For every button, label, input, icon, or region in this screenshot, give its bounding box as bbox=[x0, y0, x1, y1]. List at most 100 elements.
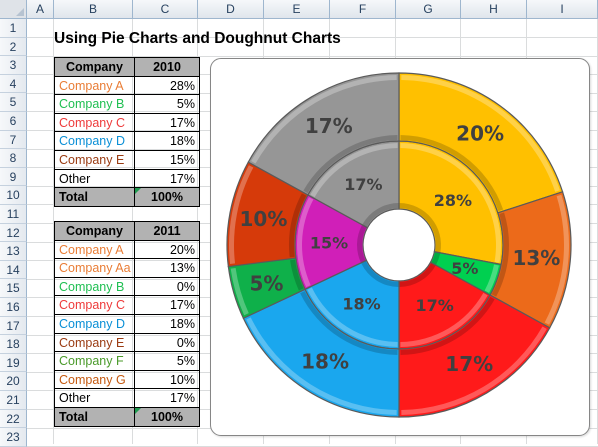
row-header-15[interactable]: 15 bbox=[0, 279, 27, 298]
table-row: Other 17% bbox=[55, 389, 200, 408]
slice-bevel bbox=[544, 194, 569, 325]
slice-shadow bbox=[357, 225, 367, 263]
outer-slice-other[interactable] bbox=[247, 72, 400, 196]
row-header-19[interactable]: 19 bbox=[0, 353, 27, 373]
total-value[interactable]: 100% bbox=[135, 188, 200, 207]
company-cell[interactable]: Other bbox=[55, 169, 135, 189]
table-row: Company B 5% bbox=[55, 95, 200, 114]
row-header-4[interactable]: 4 bbox=[0, 74, 27, 94]
column-header-i[interactable]: I bbox=[527, 0, 598, 19]
total-label[interactable]: Total bbox=[55, 407, 135, 427]
company-cell[interactable]: Company F bbox=[55, 352, 135, 371]
header-year[interactable]: 2011 bbox=[135, 222, 200, 241]
value-cell[interactable]: 20% bbox=[135, 240, 200, 260]
value-cell[interactable]: 5% bbox=[135, 352, 200, 371]
slice-shadow bbox=[399, 203, 441, 253]
slice-shadow bbox=[431, 252, 441, 265]
row-header-13[interactable]: 13 bbox=[0, 242, 27, 261]
doughnut-chart[interactable]: 28% 5% 17% 18% 15% 17% 20% 13% 17% 18% 5% 10% 17% bbox=[210, 58, 590, 436]
header-company[interactable]: Company bbox=[55, 58, 135, 77]
slice-shadow bbox=[289, 193, 307, 258]
row-header-6[interactable]: 6 bbox=[0, 112, 27, 131]
column-header-g[interactable]: G bbox=[396, 0, 461, 19]
slice-shadow bbox=[300, 291, 398, 355]
column-header-e[interactable]: E bbox=[264, 0, 330, 19]
row-header-7[interactable]: 7 bbox=[0, 130, 27, 150]
value-cell[interactable]: 17% bbox=[135, 169, 200, 189]
row-header-17[interactable]: 17 bbox=[0, 316, 27, 336]
data-label: 13% bbox=[512, 246, 560, 270]
row-header-11[interactable]: 11 bbox=[0, 205, 27, 224]
data-label: 5% bbox=[249, 272, 283, 296]
row-header-21[interactable]: 21 bbox=[0, 391, 27, 410]
slice-bevel bbox=[484, 264, 499, 293]
value-cell[interactable]: 28% bbox=[135, 76, 200, 96]
company-cell[interactable]: Company Aa bbox=[55, 259, 135, 278]
row-header-9[interactable]: 9 bbox=[0, 167, 27, 187]
company-cell[interactable]: Company C bbox=[55, 296, 135, 315]
table-row: Company C 17% bbox=[55, 113, 200, 133]
total-label[interactable]: Total bbox=[55, 188, 135, 207]
row-header-5[interactable]: 5 bbox=[0, 93, 27, 112]
company-cell[interactable]: Company D bbox=[55, 132, 135, 151]
table-row: Company B 0% bbox=[55, 277, 200, 297]
slice-bevel bbox=[401, 326, 547, 415]
row-header-1[interactable]: 1 bbox=[0, 19, 27, 38]
header-company[interactable]: Company bbox=[55, 222, 135, 241]
row-header-20[interactable]: 20 bbox=[0, 372, 27, 391]
company-cell[interactable]: Company A bbox=[55, 76, 135, 96]
column-header-b[interactable]: B bbox=[54, 0, 133, 19]
value-cell[interactable]: 17% bbox=[135, 389, 200, 408]
value-cell[interactable]: 18% bbox=[135, 314, 200, 334]
row-header-12[interactable]: 12 bbox=[0, 223, 27, 243]
row-header-18[interactable]: 18 bbox=[0, 335, 27, 354]
row-header-16[interactable]: 16 bbox=[0, 298, 27, 317]
value-cell[interactable]: 17% bbox=[135, 113, 200, 133]
value-cell[interactable]: 18% bbox=[135, 132, 200, 151]
data-label: 17% bbox=[344, 175, 382, 194]
column-header-f[interactable]: F bbox=[330, 0, 396, 19]
data-label: 5% bbox=[451, 259, 478, 278]
value-cell[interactable]: 17% bbox=[135, 296, 200, 315]
slice-bevel bbox=[251, 75, 397, 164]
select-all-corner[interactable] bbox=[0, 0, 27, 19]
company-cell[interactable]: Company G bbox=[55, 370, 135, 390]
column-header-d[interactable]: D bbox=[198, 0, 264, 19]
table-row: Company D 18% bbox=[55, 314, 200, 334]
company-cell[interactable]: Company A bbox=[55, 240, 135, 260]
column-header-a[interactable]: A bbox=[27, 0, 54, 19]
company-cell[interactable]: Company B bbox=[55, 277, 135, 297]
row-header-8[interactable]: 8 bbox=[0, 149, 27, 168]
value-cell[interactable]: 15% bbox=[135, 150, 200, 170]
company-cell[interactable]: Company E bbox=[55, 333, 135, 353]
slice-shadow bbox=[362, 203, 399, 227]
company-cell[interactable]: Company D bbox=[55, 314, 135, 334]
row-header-2[interactable]: 2 bbox=[0, 37, 27, 57]
table-row: Company F 5% bbox=[55, 352, 200, 371]
header-year[interactable]: 2010 bbox=[135, 58, 200, 77]
company-cell[interactable]: Other bbox=[55, 389, 135, 408]
total-value[interactable]: 100% bbox=[135, 407, 200, 427]
slice-bevel bbox=[229, 165, 254, 264]
company-cell[interactable]: Company C bbox=[55, 113, 135, 133]
slice-shadow bbox=[400, 296, 495, 355]
value-cell[interactable]: 10% bbox=[135, 370, 200, 390]
column-header-c[interactable]: C bbox=[133, 0, 198, 19]
company-cell[interactable]: Company E bbox=[55, 150, 135, 170]
value-cell[interactable]: 13% bbox=[135, 259, 200, 278]
table-row: Company A 28% bbox=[55, 76, 200, 96]
value-cell[interactable]: 0% bbox=[135, 333, 200, 353]
row-header-22[interactable]: 22 bbox=[0, 409, 27, 429]
value-cell[interactable]: 0% bbox=[135, 277, 200, 297]
table-header: Company 2011 bbox=[55, 222, 200, 241]
column-header-h[interactable]: H bbox=[461, 0, 527, 19]
value-cell[interactable]: 5% bbox=[135, 95, 200, 114]
row-header-14[interactable]: 14 bbox=[0, 260, 27, 280]
table-header: Company 2010 bbox=[55, 58, 200, 77]
company-cell[interactable]: Company B bbox=[55, 95, 135, 114]
slice-shadow bbox=[399, 263, 436, 287]
row-header-10[interactable]: 10 bbox=[0, 186, 27, 205]
slice-bevel bbox=[307, 287, 398, 347]
row-header-3[interactable]: 3 bbox=[0, 56, 27, 75]
slice-shadow bbox=[290, 259, 304, 291]
